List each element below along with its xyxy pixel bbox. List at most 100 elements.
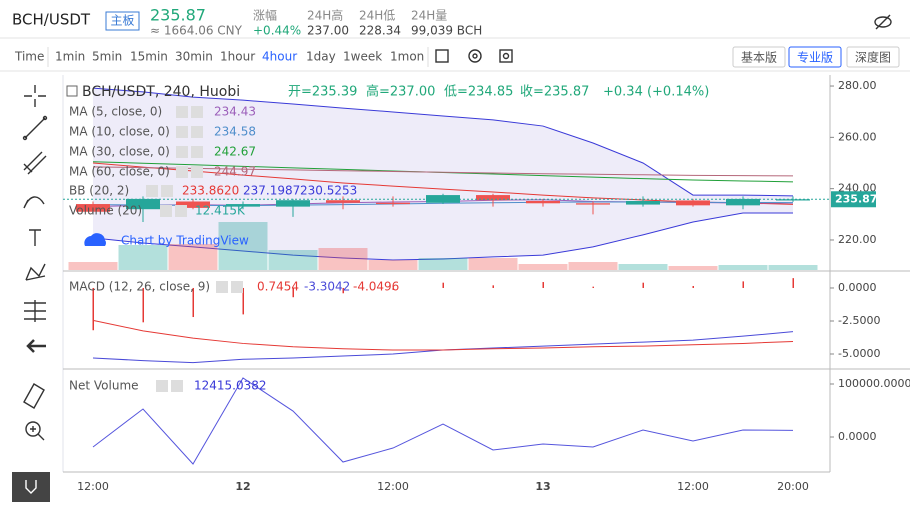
volume-bar	[268, 250, 318, 270]
candle-body	[76, 204, 110, 212]
volume-bar	[218, 222, 268, 270]
ma-legend: MA (30, close, 0)	[69, 145, 170, 159]
last-price-tag	[831, 191, 876, 208]
board-box	[105, 11, 140, 31]
macd-histogram	[92, 287, 94, 331]
net-volume-legend: Net Volume	[69, 379, 139, 393]
watermark: Chart by TradingView	[121, 234, 249, 248]
stat-value: 99,039 BCH	[411, 24, 482, 38]
interval-button[interactable]: 1hour	[220, 50, 255, 64]
view-button[interactable]: 专业版	[797, 50, 833, 65]
macd-value: -3.3042	[304, 280, 350, 294]
macd-histogram	[742, 281, 744, 288]
ma-value: 234.43	[214, 105, 256, 119]
settings-icon[interactable]	[160, 205, 172, 217]
settings-icon[interactable]	[176, 146, 188, 158]
drawing-tools[interactable]	[12, 85, 50, 502]
ma-value: 242.67	[214, 145, 256, 159]
stat-label: 24H高	[307, 8, 343, 23]
remove-icon[interactable]	[175, 205, 187, 217]
y-tick-label: 0.0000	[838, 281, 877, 294]
x-tick-label: 12:00	[77, 480, 109, 493]
remove-icon[interactable]	[171, 380, 183, 392]
macd-histogram	[142, 287, 144, 323]
candle-body	[326, 200, 360, 203]
macd-histogram	[792, 278, 794, 288]
bb-value: 237.1987	[243, 184, 300, 198]
board: 主板	[110, 14, 134, 28]
volume-bar	[768, 265, 818, 270]
volume-bar	[68, 262, 118, 270]
tool-icons[interactable]	[435, 49, 513, 63]
macd-histogram	[242, 287, 244, 315]
collapse-icon[interactable]	[66, 85, 78, 97]
pair: BCH/USDT	[12, 11, 91, 29]
stat-label: 24H低	[359, 9, 395, 23]
remove-icon[interactable]	[191, 146, 203, 158]
candle-body	[376, 202, 410, 205]
remove-icon[interactable]	[161, 185, 173, 197]
interval-button[interactable]: 1week	[343, 50, 382, 64]
net-volume-value: 12415.0382	[194, 379, 267, 393]
settings-icon[interactable]	[156, 380, 168, 392]
candle-body	[576, 203, 610, 205]
ohlc-label: 高=237.00	[366, 84, 435, 100]
remove-icon[interactable]	[231, 281, 243, 293]
macd-legend: MACD (12, 26, close, 9)	[69, 280, 210, 294]
interval-button[interactable]: 15min	[130, 50, 168, 64]
hide-icon[interactable]	[874, 14, 892, 30]
y-tick-label: 220.00	[838, 233, 877, 246]
view-button-box[interactable]	[846, 46, 900, 68]
interval-button[interactable]: 1mon	[390, 50, 424, 64]
interval-button[interactable]: Time	[14, 50, 44, 64]
volume-bar	[618, 264, 668, 270]
interval-button[interactable]: 1min	[55, 50, 85, 64]
volume-bar	[668, 266, 718, 270]
y-tick-label: 280.00	[838, 79, 877, 92]
interval-button[interactable]: 30min	[175, 50, 213, 64]
macd-histogram	[642, 282, 644, 288]
bb-lower	[92, 212, 794, 261]
candle-body	[176, 201, 210, 208]
candle-body	[626, 200, 660, 205]
settings-icon[interactable]	[216, 281, 228, 293]
interval-button[interactable]: 4hour	[262, 50, 297, 64]
x-tick-label: 13	[535, 480, 550, 493]
x-tick-label: 20:00	[777, 480, 809, 493]
x-tick-label: 12:00	[377, 480, 409, 493]
y-tick-label: -2.5000	[838, 314, 880, 327]
macd-histogram	[692, 285, 694, 288]
volume-bar	[368, 260, 418, 270]
settings-icon[interactable]	[176, 166, 188, 178]
interval-button[interactable]: 1day	[306, 50, 336, 64]
remove-icon[interactable]	[191, 126, 203, 138]
bb-value: 233.8620	[182, 184, 239, 198]
ma-line	[92, 166, 794, 177]
x-tick-label: 12:00	[677, 480, 709, 493]
candle-body	[126, 198, 160, 210]
y-tick-label: -5.0000	[838, 347, 880, 360]
y-tick-label: 100000.0000	[838, 377, 910, 390]
settings-icon[interactable]	[146, 185, 158, 197]
interval-button[interactable]: 5min	[92, 50, 122, 64]
view-button-box[interactable]	[788, 46, 842, 68]
signal-line	[92, 319, 794, 351]
ohlc-label: +0.34 (+0.14%)	[603, 85, 709, 100]
remove-icon[interactable]	[191, 106, 203, 118]
settings-icon[interactable]	[176, 106, 188, 118]
ma-legend: MA (10, close, 0)	[69, 125, 170, 139]
ma-value: 244.97	[214, 165, 256, 179]
candle-body	[726, 198, 760, 206]
settings-icon[interactable]	[176, 126, 188, 138]
view-button[interactable]: 深度图	[855, 50, 891, 65]
candle-body	[676, 200, 710, 206]
view-button-box[interactable]	[732, 46, 786, 68]
y-tick-label: 0.0000	[838, 430, 877, 443]
remove-icon[interactable]	[191, 166, 203, 178]
bb-upper	[92, 87, 794, 197]
view-button[interactable]: 基本版	[741, 51, 777, 65]
candle-body	[526, 200, 560, 204]
volume-bar	[168, 244, 218, 270]
